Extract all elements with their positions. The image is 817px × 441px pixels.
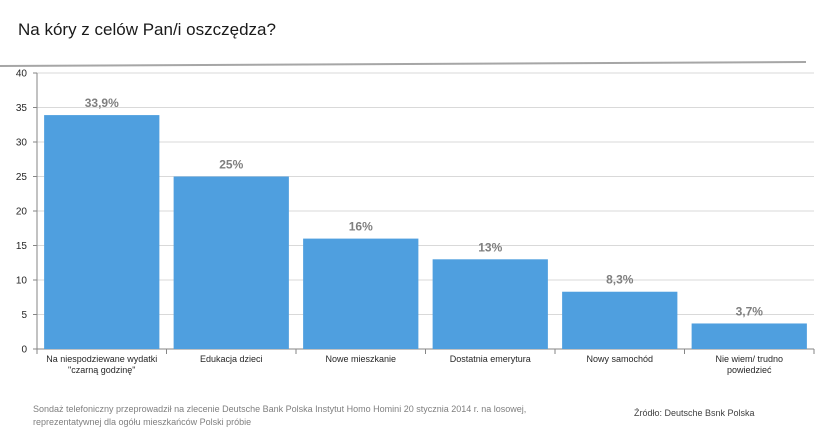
y-tick-label: 20 bbox=[16, 207, 28, 218]
bars bbox=[44, 115, 807, 349]
bar bbox=[303, 238, 419, 349]
data-label: 3,7% bbox=[736, 304, 764, 318]
data-label: 8,3% bbox=[606, 273, 634, 287]
data-label: 13% bbox=[478, 240, 502, 254]
survey-footnote: Sondaż telefoniczny przeprowadził na zle… bbox=[33, 404, 527, 427]
x-axis-labels: Na niespodziewane wydatki"czarną godzinę… bbox=[36, 349, 815, 375]
x-category-label: Dostatnia emerytura bbox=[450, 354, 531, 364]
bar bbox=[173, 176, 289, 349]
x-category-label: "czarną godzinę" bbox=[68, 365, 135, 375]
title-rule bbox=[0, 61, 807, 67]
y-tick-label: 25 bbox=[16, 172, 28, 183]
source-note: Źródło: Deutsche Bsnk Polska bbox=[634, 408, 755, 418]
y-tick-label: 35 bbox=[16, 103, 28, 114]
y-tick-label: 0 bbox=[21, 345, 27, 356]
y-tick-label: 30 bbox=[16, 138, 28, 149]
data-label: 25% bbox=[219, 158, 243, 172]
data-label: 33,9% bbox=[85, 96, 119, 110]
x-category-label: Nie wiem/ trudno bbox=[715, 354, 783, 364]
x-category-label: Na niespodziewane wydatki bbox=[46, 354, 157, 364]
x-category-label: Nowy samochód bbox=[586, 354, 653, 364]
x-category-label: Nowe mieszkanie bbox=[325, 354, 396, 364]
x-category-label: Edukacja dzieci bbox=[200, 354, 263, 364]
bar bbox=[562, 291, 678, 349]
data-labels: 33,9% 25% 16% 13% 8,3% 3,7% bbox=[85, 96, 764, 318]
chart-title: Na kóry z celów Pan/i oszczędza? bbox=[18, 20, 276, 39]
y-tick-label: 40 bbox=[16, 69, 28, 80]
bar bbox=[432, 259, 548, 349]
bar bbox=[44, 115, 160, 349]
data-label: 16% bbox=[349, 220, 373, 234]
y-tick-label: 5 bbox=[21, 310, 27, 321]
y-tick-label: 10 bbox=[16, 276, 28, 287]
y-tick-label: 15 bbox=[16, 241, 28, 252]
bar bbox=[691, 323, 807, 349]
x-category-label: powiedzieć bbox=[727, 365, 772, 375]
